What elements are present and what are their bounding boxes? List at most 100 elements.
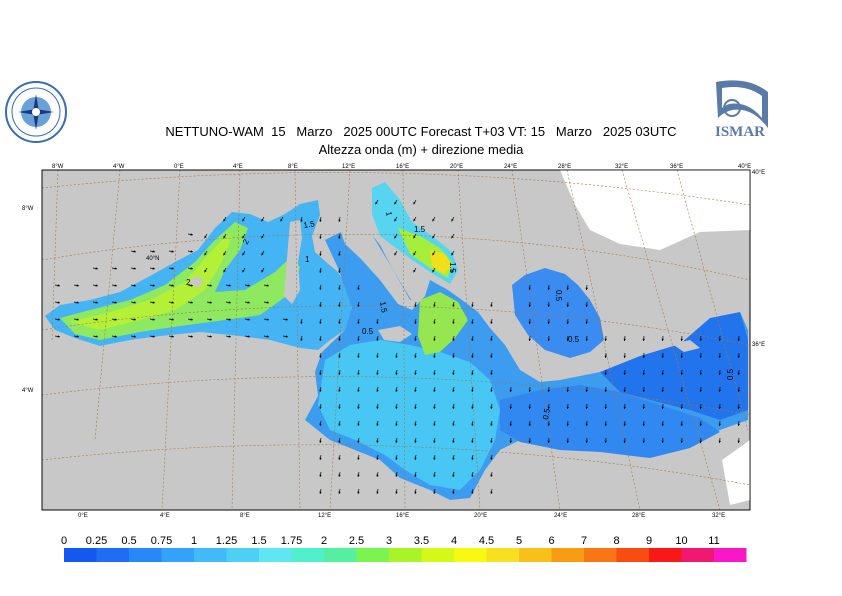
wave-arrow-head xyxy=(95,301,98,304)
wave-arrow-head xyxy=(171,335,174,338)
contour-label: 1 xyxy=(384,211,394,217)
colorbar-swatch xyxy=(356,548,389,562)
wave-arrow-head xyxy=(490,457,493,460)
colorbar-labels: 0 0.25 0.5 0.75 1 1.25 1.5 1.75 2 2.5 3 3.5 4 4.5 5 6 7 8… xyxy=(61,535,720,547)
wave-arrow-head xyxy=(133,284,136,287)
wave-arrow-head xyxy=(319,423,322,426)
wave-arrow-head xyxy=(223,269,226,273)
wave-arrow-head xyxy=(490,440,493,443)
colorbar-label: 7 xyxy=(581,535,587,547)
island-sicily xyxy=(378,326,412,342)
colorbar-label: 5 xyxy=(516,535,522,547)
wave-arrow-head xyxy=(319,355,322,358)
wave-arrow-head xyxy=(471,304,474,307)
wave-arrow-head xyxy=(338,372,341,375)
sea-aegean xyxy=(512,268,604,358)
wave-arrow-head xyxy=(737,440,740,443)
wave-arrow-head xyxy=(376,440,379,443)
wave-arrow-head xyxy=(266,318,269,321)
sea-ionian-mid xyxy=(318,340,500,490)
wave-arrow-head xyxy=(699,423,702,426)
colorbar-swatch xyxy=(616,548,649,562)
wave-arrow-head xyxy=(204,269,207,273)
wave-arrow-head xyxy=(433,355,436,358)
island-crete xyxy=(548,364,590,374)
wave-arrow-head xyxy=(152,267,155,270)
wave-arrow-head xyxy=(376,457,379,460)
wave-arrow-head xyxy=(242,269,245,273)
wave-arrow-head xyxy=(471,338,474,341)
colorbar-label: 11 xyxy=(708,535,719,547)
wave-arrow-head xyxy=(357,440,360,443)
wave-arrow-head xyxy=(414,389,417,392)
wave-arrow-head xyxy=(242,252,245,256)
wave-arrow-head xyxy=(300,321,303,324)
wave-arrow-head xyxy=(433,440,436,443)
lat-label: 8°W xyxy=(22,206,34,212)
wave-arrow-head xyxy=(357,474,360,477)
wave-arrow-head xyxy=(585,406,588,409)
wave-arrow-head xyxy=(490,372,493,375)
wave-arrow-head xyxy=(604,406,607,409)
wave-arrow-head xyxy=(300,219,303,222)
wave-arrow-head xyxy=(395,372,398,375)
lon-label: 0°E xyxy=(78,513,88,519)
wave-arrow-head xyxy=(642,440,645,443)
colorbar-label: 0.25 xyxy=(86,535,107,547)
wave-arrow-head xyxy=(718,372,721,375)
forecast-title: NETTUNO-WAM 15 Marzo 2025 00UTC Forecast… xyxy=(165,124,677,139)
forecast-subtitle: Altezza onda (m) + direzione media xyxy=(318,142,524,157)
colorbar-label: 4.5 xyxy=(479,535,494,547)
wave-arrow-head xyxy=(452,440,455,443)
contour-label: 0.5 xyxy=(554,290,563,302)
wave-arrow-head xyxy=(395,491,398,494)
wave-arrow-head xyxy=(433,406,436,409)
wave-arrow-head xyxy=(228,284,231,287)
contour-label: 1.5 xyxy=(414,225,426,234)
wave-arrow-head xyxy=(433,389,436,392)
wave-arrow-head xyxy=(319,321,322,324)
wave-arrow-head xyxy=(509,389,512,392)
wave-arrow-head xyxy=(699,372,702,375)
wave-arrow-head xyxy=(209,284,212,287)
wave-arrow-head xyxy=(395,440,398,443)
lon-label: 12°E xyxy=(318,513,331,519)
wave-arrow-head xyxy=(204,252,207,256)
wave-arrow-head xyxy=(471,474,474,477)
wave-arrow-head xyxy=(266,335,269,338)
wave-arrow-head xyxy=(432,269,435,273)
wave-arrow-head xyxy=(376,491,379,494)
colorbar-swatch xyxy=(421,548,454,562)
colorbar-label: 10 xyxy=(675,535,687,547)
wave-arrow-head xyxy=(171,267,174,270)
wave-arrow-head xyxy=(133,301,136,304)
wave-arrow-head xyxy=(661,338,664,341)
colorbar-swatch xyxy=(291,548,324,562)
wave-arrow-head xyxy=(285,335,288,338)
lon-label: 28°E xyxy=(558,164,571,170)
wave-arrow-head xyxy=(152,318,155,321)
colorbar-swatch xyxy=(714,548,747,562)
wave-arrow-head xyxy=(604,440,607,443)
wave-arrow-head xyxy=(737,338,740,341)
wave-arrow-head xyxy=(604,372,607,375)
wave-arrow-head xyxy=(223,252,226,256)
wave-arrow-head xyxy=(433,423,436,426)
colorbar-swatch xyxy=(161,548,194,562)
wave-arrow-head xyxy=(547,338,550,341)
contour-label: 0.5 xyxy=(726,368,735,380)
lon-label: 28°E xyxy=(632,513,645,519)
wave-arrow-head xyxy=(319,406,322,409)
wave-arrow-head xyxy=(228,335,231,338)
wave-arrow-head xyxy=(376,389,379,392)
wave-arrow-head xyxy=(376,321,379,324)
wave-arrow-head xyxy=(737,372,740,375)
wave-arrow-head xyxy=(338,219,341,222)
colorbar-label: 1.5 xyxy=(251,535,266,547)
wave-arrow-head xyxy=(699,406,702,409)
wave-arrow-head xyxy=(490,304,493,307)
wave-arrow-head xyxy=(547,287,550,290)
wave-arrow-head xyxy=(338,236,341,239)
wave-arrow-head xyxy=(247,318,250,321)
